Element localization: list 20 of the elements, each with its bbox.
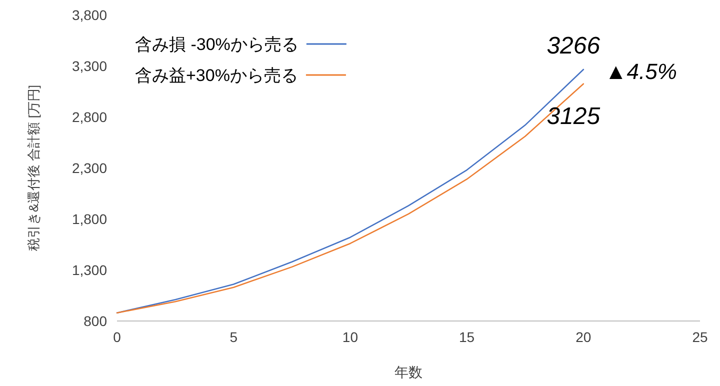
y-tick-label: 800 bbox=[84, 313, 108, 329]
x-tick-label: 10 bbox=[342, 329, 358, 345]
y-tick-label: 1,800 bbox=[72, 211, 108, 227]
y-axis-title: 税引き&還付後 合計額 [万円] bbox=[26, 84, 41, 252]
x-tick-label: 20 bbox=[576, 329, 592, 345]
y-tick-label: 2,800 bbox=[72, 109, 108, 125]
y-tick-label: 3,300 bbox=[72, 58, 108, 74]
y-tick-label: 2,300 bbox=[72, 160, 108, 176]
x-axis-title: 年数 bbox=[394, 364, 422, 380]
x-tick-label: 25 bbox=[692, 329, 708, 345]
annotation: 3266 bbox=[546, 32, 601, 60]
annotation: ▲4.5% bbox=[605, 59, 677, 84]
x-tick-label: 15 bbox=[459, 329, 475, 345]
annotation: 3125 bbox=[546, 102, 601, 130]
x-tick-label: 5 bbox=[230, 329, 238, 345]
x-tick-label: 0 bbox=[113, 329, 122, 345]
y-tick-label: 3,800 bbox=[72, 7, 108, 23]
legend-label: 含み益+30%から売る bbox=[135, 66, 298, 85]
legend-label: 含み損 -30%から売る bbox=[135, 35, 298, 54]
y-tick-label: 1,300 bbox=[72, 262, 108, 278]
